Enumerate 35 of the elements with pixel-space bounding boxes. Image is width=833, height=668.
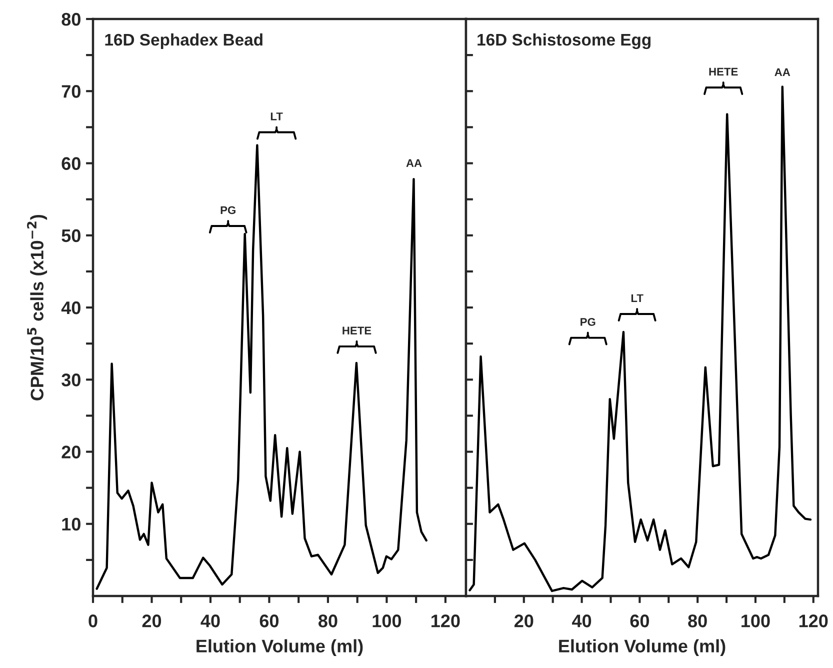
y-tick-label: 60 <box>62 157 80 170</box>
x-tick-label: 0 <box>88 614 98 628</box>
x-tick-label: 100 <box>372 614 402 628</box>
y-tick-label: 10 <box>62 518 80 531</box>
y-tick-label: 20 <box>62 446 80 458</box>
y-tick-label: 40 <box>61 301 80 314</box>
annotation: AA <box>774 68 790 76</box>
x-tick-label: 60 <box>260 614 279 628</box>
x-tick-label: 60 <box>630 614 649 628</box>
x-axis-title: Elution Volume (ml) <box>559 639 726 656</box>
x-tick-label: 40 <box>572 614 592 628</box>
x-tick-label: 120 <box>432 614 460 628</box>
annotation: HETE <box>342 326 372 334</box>
x-tick-label: 20 <box>514 614 534 628</box>
annotation: PG <box>580 318 596 326</box>
annotation: LT <box>270 112 283 120</box>
x-axis-title: Elution Volume (ml) <box>196 639 363 656</box>
annotation: LT <box>631 294 644 302</box>
line-series <box>96 144 428 590</box>
x-tick-label: 20 <box>142 614 162 628</box>
x-tick-label: 80 <box>318 614 338 628</box>
x-tick-label: 80 <box>688 614 707 628</box>
x-tick-label: 40 <box>200 614 220 628</box>
y-tick-label: 70 <box>62 85 80 98</box>
annotation: PG <box>220 206 236 214</box>
y-tick-label: 30 <box>62 374 80 386</box>
y-tick-label: 50 <box>62 229 80 242</box>
annotation: HETE <box>709 68 738 76</box>
x-tick-label: 120 <box>799 614 828 628</box>
text: 16D Sephadex Bead <box>105 33 262 49</box>
x-tick-label: 100 <box>742 614 770 628</box>
annotation: AA <box>406 159 422 167</box>
text: 16D Schistosome Egg <box>478 33 650 50</box>
y-tick-label: 80 <box>62 12 80 26</box>
y-axis-title: CPM/10$^{5}$ cells (x10$^{−2}$) <box>27 214 48 400</box>
